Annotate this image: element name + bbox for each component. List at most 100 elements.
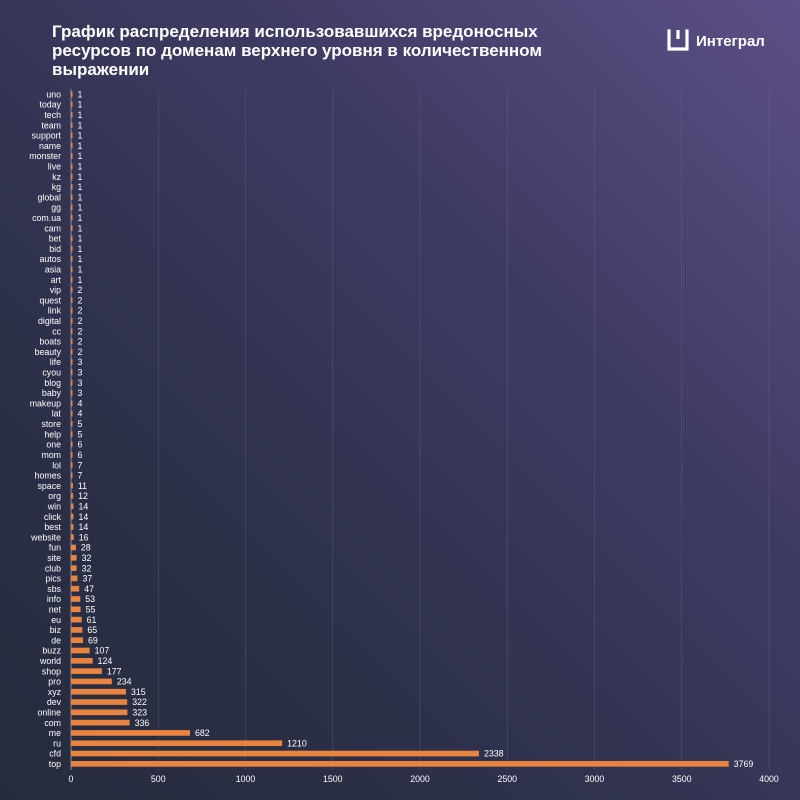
bar (71, 122, 73, 128)
bar (71, 390, 73, 396)
bar (71, 379, 73, 386)
bar (71, 338, 73, 345)
bar (71, 184, 73, 190)
category-label: art (51, 275, 62, 285)
data-label: 2 (78, 347, 83, 357)
category-label: global (38, 192, 62, 202)
data-label: 234 (117, 677, 132, 687)
bar (71, 276, 73, 283)
bar (71, 256, 73, 262)
category-label: space (38, 481, 62, 491)
category-label: gg (51, 203, 61, 213)
data-label: 6 (78, 440, 83, 450)
data-label: 7 (78, 460, 83, 470)
data-label: 1 (78, 265, 83, 275)
category-label: com (44, 718, 61, 728)
data-label: 2 (78, 337, 83, 347)
bar (71, 132, 73, 139)
data-label: 124 (98, 656, 113, 666)
bar (71, 91, 73, 97)
x-tick-label: 1500 (323, 774, 343, 784)
category-label: name (39, 141, 61, 151)
bar (71, 719, 130, 726)
data-label: 5 (78, 419, 83, 429)
x-tick-label: 500 (151, 774, 166, 784)
data-label: 107 (95, 646, 110, 656)
bar (71, 657, 93, 664)
category-label: vip (50, 285, 61, 295)
x-tick-label: 3500 (672, 774, 692, 784)
brand-name: Интеграл (696, 32, 765, 50)
category-label: homes (35, 471, 62, 481)
data-label: 6 (78, 450, 83, 460)
category-label: win (47, 501, 61, 511)
category-label: online (38, 708, 62, 718)
data-label: 28 (81, 543, 91, 553)
bar (71, 585, 80, 592)
bar (71, 214, 73, 221)
category-label: me (49, 728, 61, 738)
data-label: 1 (78, 151, 83, 161)
category-label: bid (49, 244, 61, 254)
category-label: one (46, 440, 61, 450)
category-label: de (51, 635, 61, 645)
data-label: 1 (78, 100, 83, 110)
category-label: team (41, 120, 61, 130)
bar (71, 410, 73, 417)
category-label: xyz (48, 687, 61, 697)
data-label: 11 (78, 481, 87, 491)
category-label: info (47, 594, 61, 604)
bar (71, 740, 283, 747)
category-label: link (48, 306, 62, 316)
data-label: 1 (78, 141, 83, 151)
chart-title: График распределения использовавшихся вр… (52, 22, 542, 79)
bar (71, 730, 191, 736)
data-label: 1210 (287, 738, 307, 748)
category-label: live (48, 161, 61, 171)
x-tick-label: 4000 (759, 774, 779, 784)
category-label: pics (45, 574, 61, 584)
category-label: cfd (49, 749, 61, 759)
data-label: 1 (78, 254, 83, 264)
category-label: kz (52, 172, 61, 182)
bar (71, 142, 73, 149)
data-label: 32 (82, 563, 92, 573)
category-label: store (41, 419, 61, 429)
x-tick-label: 1000 (236, 774, 256, 784)
category-label: asia (45, 265, 61, 275)
data-label: 1 (78, 244, 83, 254)
bar (71, 101, 73, 108)
category-label: lol (52, 460, 61, 470)
category-label: com.ua (32, 213, 61, 223)
data-label: 336 (135, 718, 150, 728)
category-label: shop (42, 666, 61, 676)
bar (71, 153, 73, 159)
data-label: 69 (88, 635, 98, 645)
category-label: tech (44, 110, 61, 120)
bar (71, 627, 83, 633)
data-label: 2 (78, 326, 83, 336)
bar (71, 287, 73, 293)
x-tick-label: 0 (69, 774, 74, 784)
category-label: ru (53, 738, 61, 748)
category-label: website (30, 532, 61, 542)
data-label: 3 (78, 388, 83, 398)
category-label: org (48, 491, 61, 501)
data-label: 1 (78, 192, 83, 202)
data-label: 1 (78, 110, 83, 120)
bar (71, 565, 77, 571)
data-label: 5 (78, 429, 83, 439)
bar (71, 359, 73, 365)
category-label: digital (38, 316, 61, 326)
bar (71, 431, 73, 437)
data-label: 14 (78, 522, 88, 532)
category-label: autos (39, 254, 61, 264)
category-label: monster (29, 151, 61, 161)
data-label: 1 (78, 120, 83, 130)
data-label: 1 (78, 161, 83, 171)
bar (71, 441, 73, 448)
data-label: 2338 (484, 749, 504, 759)
data-label: 1 (78, 172, 83, 182)
bar (71, 297, 73, 304)
bar (71, 668, 102, 674)
